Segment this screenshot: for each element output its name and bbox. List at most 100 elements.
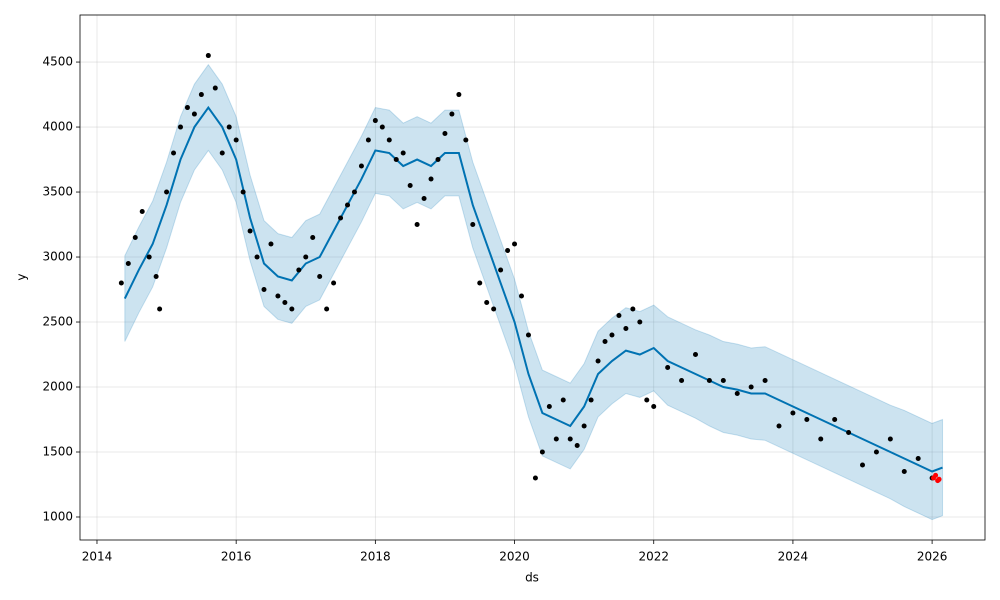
y-tick-label: 1000 [42, 509, 73, 523]
data-point [365, 137, 371, 143]
data-point [748, 384, 754, 390]
data-point [651, 404, 657, 410]
data-point [345, 202, 351, 208]
data-point [588, 397, 594, 403]
data-point [247, 228, 253, 234]
uncertainty-band [124, 63, 944, 521]
data-point [157, 306, 163, 312]
forecast-line [123, 105, 943, 473]
data-point [310, 235, 316, 241]
data-point [873, 449, 879, 455]
data-point [212, 85, 218, 91]
data-point [456, 92, 462, 98]
x-tick-label: 2018 [360, 550, 391, 564]
x-tick-label: 2016 [221, 550, 252, 564]
data-point [560, 397, 566, 403]
data-point [860, 462, 866, 468]
data-point [915, 456, 921, 462]
data-point [331, 280, 337, 286]
plot-frame [79, 14, 986, 541]
y-tick-label: 3500 [42, 185, 73, 199]
data-point [435, 157, 441, 163]
y-tick-label: 1500 [42, 445, 73, 459]
data-point [734, 391, 740, 397]
data-point [177, 124, 183, 130]
data-point [776, 423, 782, 429]
data-point [901, 468, 907, 474]
data-point [275, 293, 281, 299]
data-point [118, 280, 124, 286]
data-point [393, 157, 399, 163]
data-point [832, 417, 838, 423]
data-point [303, 254, 309, 260]
data-point [125, 261, 131, 267]
data-point [512, 241, 518, 247]
data-point [679, 378, 685, 384]
data-point [581, 423, 587, 429]
data-point [261, 287, 267, 293]
data-point [407, 183, 413, 189]
data-point [484, 300, 490, 306]
data-point [317, 274, 323, 280]
x-axis-label: ds [525, 571, 539, 585]
data-point [498, 267, 504, 273]
data-point [198, 92, 204, 98]
data-point [233, 137, 239, 143]
x-tick-label: 2022 [638, 550, 669, 564]
data-point [400, 150, 406, 156]
data-point [171, 150, 177, 156]
data-point [372, 118, 378, 124]
data-point [595, 358, 601, 364]
data-point [268, 241, 274, 247]
data-point [623, 326, 629, 332]
data-point [132, 235, 138, 241]
y-tick-label: 2000 [42, 380, 73, 394]
x-tick-label: 2020 [499, 550, 530, 564]
data-point [379, 124, 385, 130]
data-point [470, 222, 476, 228]
data-point [351, 189, 357, 195]
data-point [240, 189, 246, 195]
y-tick-label: 2500 [42, 315, 73, 329]
x-tick-label: 2024 [778, 550, 809, 564]
data-point [505, 248, 511, 254]
data-point [386, 137, 392, 143]
data-point [630, 306, 636, 312]
data-point [191, 111, 197, 117]
data-point [477, 280, 483, 286]
data-point [706, 378, 712, 384]
data-point [205, 53, 211, 59]
data-point [184, 105, 190, 111]
data-point [546, 404, 552, 410]
data-point [463, 137, 469, 143]
data-point [933, 472, 939, 478]
data-point [609, 332, 615, 338]
data-point [720, 378, 726, 384]
data-point [146, 254, 152, 260]
data-point [219, 150, 225, 156]
y-tick-label: 4000 [42, 120, 73, 134]
data-point [602, 339, 608, 345]
data-point [692, 352, 698, 358]
data-point [414, 222, 420, 228]
data-point [254, 254, 260, 260]
data-point [428, 176, 434, 182]
data-point [567, 436, 573, 442]
data-point [491, 306, 497, 312]
x-tick-label: 2014 [82, 550, 113, 564]
x-tick-label: 2026 [917, 550, 948, 564]
data-point [442, 131, 448, 137]
data-point [164, 189, 170, 195]
data-point [139, 209, 145, 215]
data-point [818, 436, 824, 442]
data-point [790, 410, 796, 416]
data-point [421, 196, 427, 202]
data-point [936, 476, 942, 482]
data-point [539, 449, 545, 455]
data-point [665, 365, 671, 371]
data-point [519, 293, 525, 299]
data-point [153, 274, 159, 280]
data-point [532, 475, 538, 481]
data-point [282, 300, 288, 306]
